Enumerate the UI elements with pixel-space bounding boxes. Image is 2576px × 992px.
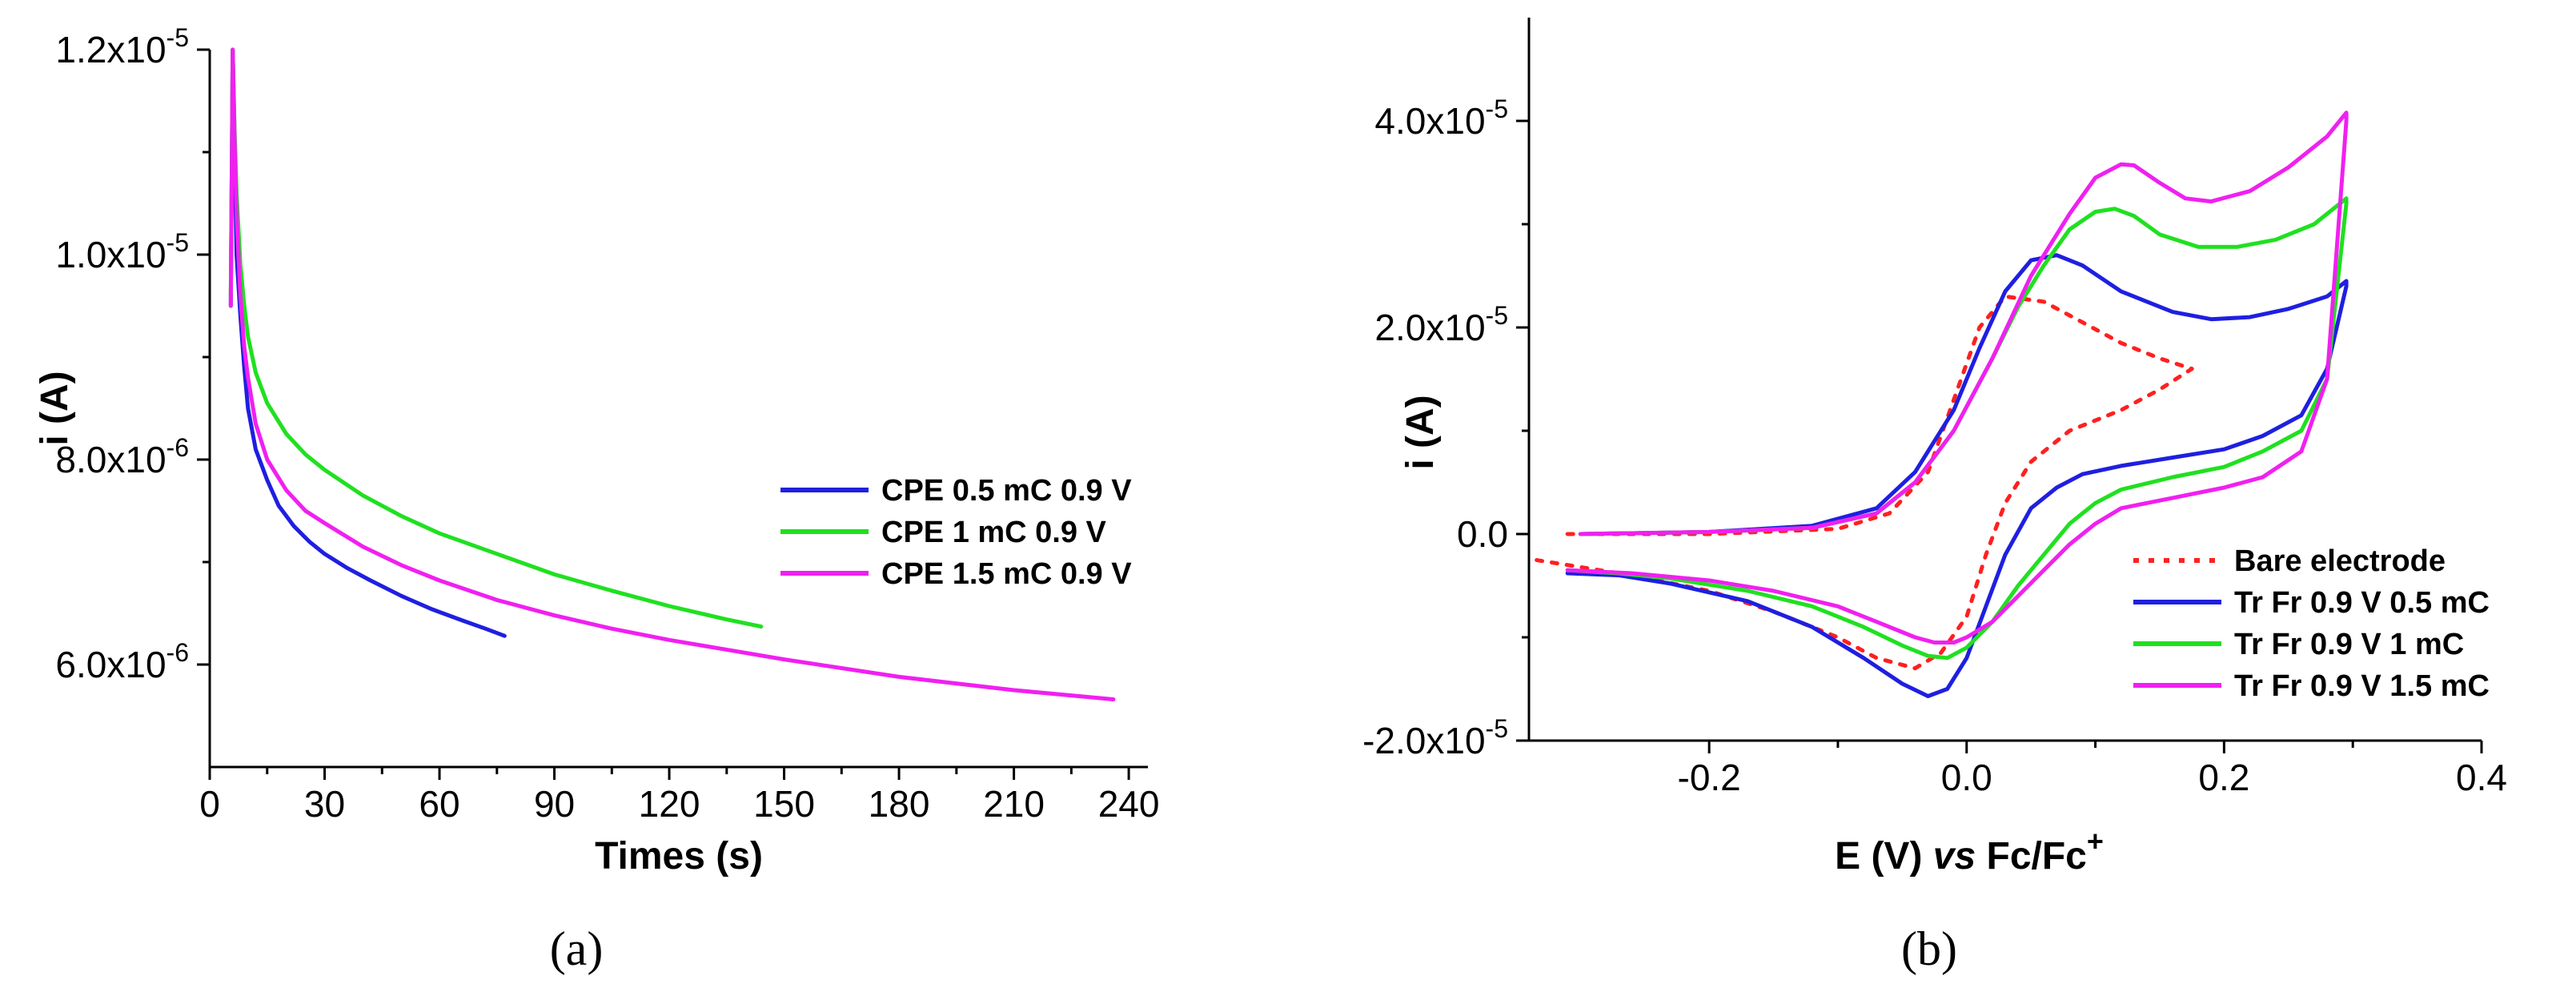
x-tick-label: 150 xyxy=(753,783,815,825)
y-tick-label: 2.0x10-5 xyxy=(1374,301,1508,348)
panel-b-curves xyxy=(1533,110,2349,698)
legend-label: CPE 1 mC 0.9 V xyxy=(881,516,1107,549)
x-tick-label: 30 xyxy=(304,783,345,825)
x-tick-label: 0 xyxy=(199,783,220,825)
panel-a-y-axis-title: i (A) xyxy=(34,371,76,445)
x-tick-label: 240 xyxy=(1098,783,1160,825)
x-tick-label: 0.4 xyxy=(2456,757,2507,798)
chart-panel-b: -0.2 0.0 0.2 0.4 -2.0x10-5 0.0 2.0x10-5 4.0x10… xyxy=(1362,18,2507,975)
x-tick-label: 0.0 xyxy=(1941,757,1992,798)
panel-a-x-ticks: 0 30 60 90 120 150 180 210 240 xyxy=(199,767,1159,825)
panel-b-x-axis-title: E (V) vs Fc/Fc+ xyxy=(1835,825,2104,878)
panel-b-y-ticks: -2.0x10-5 0.0 2.0x10-5 4.0x10-5 xyxy=(1362,94,1529,761)
legend-label: Tr Fr 0.9 V 1.5 mC xyxy=(2234,669,2490,703)
panel-a-y-ticks: 6.0x10-6 8.0x10-6 1.0x10-5 1.2x10-5 xyxy=(55,23,210,685)
panel-a-legend: CPE 0.5 mC 0.9 V CPE 1 mC 0.9 V CPE 1.5 mC… xyxy=(780,474,1132,591)
chart-panel-a: 0 30 60 90 120 150 180 210 240 6.0x10-6 8.0x10-6 1… xyxy=(34,23,1159,975)
x-tick-label: 210 xyxy=(983,783,1045,825)
series-line-4 xyxy=(1565,110,2349,645)
x-tick-label: -0.2 xyxy=(1678,757,1741,798)
panel-a-curves xyxy=(228,47,1116,701)
panel-b-x-ticks: -0.2 0.0 0.2 0.4 xyxy=(1678,741,2507,798)
legend-label: Tr Fr 0.9 V 1 mC xyxy=(2234,628,2464,661)
x-tick-label: 60 xyxy=(419,783,459,825)
legend-label: CPE 0.5 mC 0.9 V xyxy=(881,474,1132,508)
y-tick-label: 1.2x10-5 xyxy=(55,23,189,70)
y-tick-label: 4.0x10-5 xyxy=(1374,94,1508,142)
legend-label: Bare electrode xyxy=(2234,544,2446,578)
panel-a-x-axis-title: Times (s) xyxy=(595,835,763,878)
x-tick-label: 180 xyxy=(869,783,930,825)
y-tick-label: 0.0 xyxy=(1457,513,1508,555)
x-tick-label: 0.2 xyxy=(2198,757,2249,798)
y-tick-label: 1.0x10-5 xyxy=(55,228,189,275)
panel-b-y-axis-title: i (A) xyxy=(1399,395,1442,469)
x-tick-label: 120 xyxy=(639,783,700,825)
x-tick-label: 90 xyxy=(534,783,575,825)
panel-a-label: (a) xyxy=(550,922,604,975)
panel-b-label: (b) xyxy=(1901,922,1957,975)
series-line-3 xyxy=(228,47,1116,701)
panel-b-legend: Bare electrode Tr Fr 0.9 V 0.5 mC Tr Fr 0.… xyxy=(2133,544,2490,703)
legend-label: CPE 1.5 mC 0.9 V xyxy=(881,557,1132,591)
y-tick-label: 8.0x10-6 xyxy=(55,433,189,480)
legend-label: Tr Fr 0.9 V 0.5 mC xyxy=(2234,586,2490,620)
y-tick-label: 6.0x10-6 xyxy=(55,638,189,685)
y-tick-label: -2.0x10-5 xyxy=(1362,714,1508,761)
series-line-1 xyxy=(1533,294,2194,671)
series-line-2 xyxy=(1565,253,2349,698)
